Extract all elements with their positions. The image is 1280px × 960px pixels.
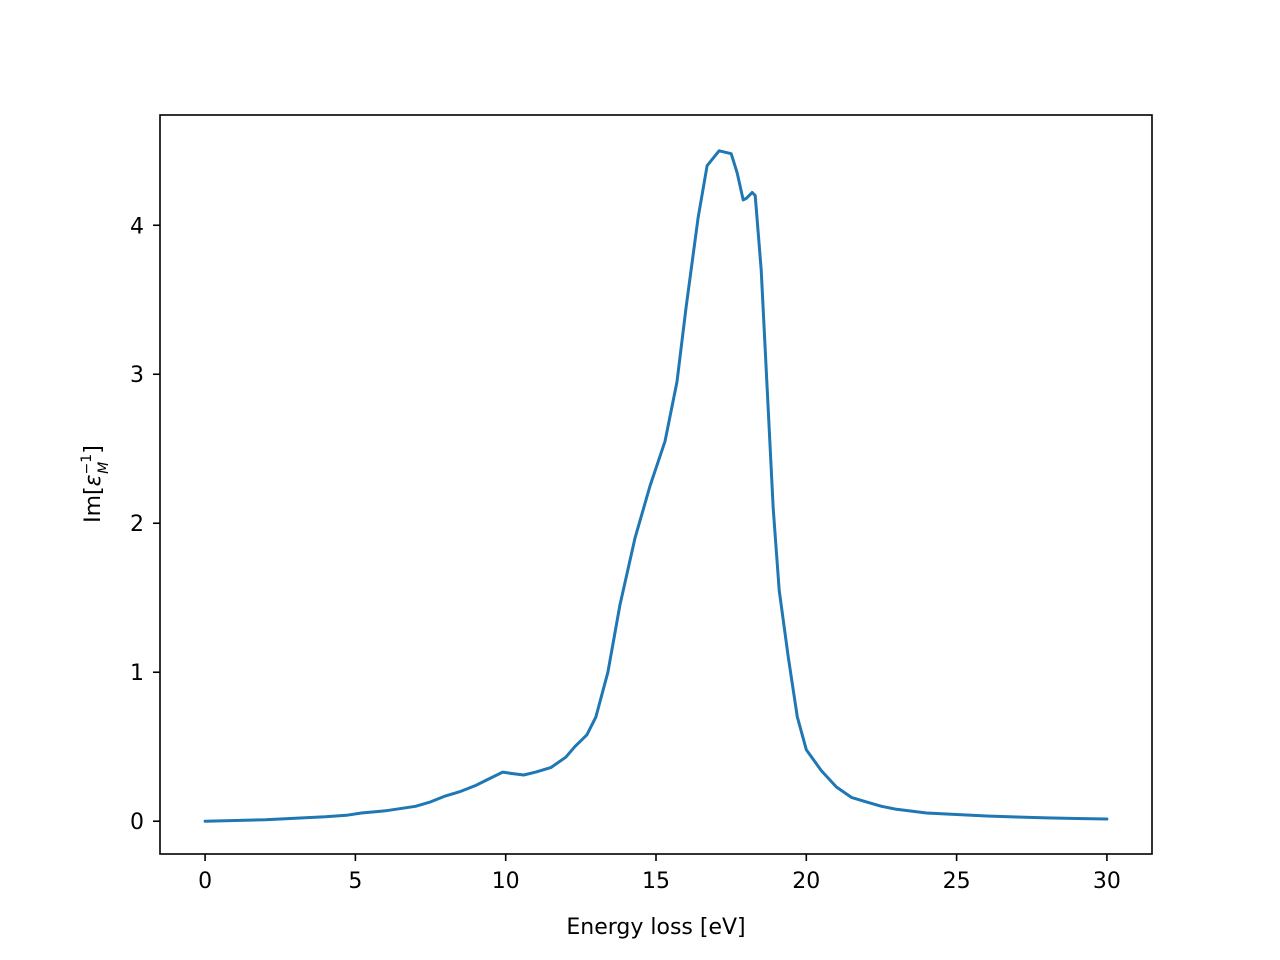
y-axis-label: Im[ε−1M] — [79, 445, 112, 523]
x-tick-label: 20 — [792, 869, 820, 894]
x-tick-label: 10 — [492, 869, 520, 894]
y-tick-label: 2 — [130, 512, 144, 537]
x-tick-label: 15 — [642, 869, 670, 894]
plot-area — [203, 149, 1109, 823]
y-tick-label: 0 — [130, 810, 144, 835]
x-tick-label: 25 — [943, 869, 971, 894]
series-line-0 — [203, 149, 1109, 823]
y-tick-label: 1 — [130, 661, 144, 686]
x-tick-label: 30 — [1093, 869, 1121, 894]
y-axis: 0 1 2 3 4 — [130, 214, 160, 835]
y-tick-label: 4 — [130, 214, 144, 239]
x-tick-label: 5 — [348, 869, 362, 894]
x-axis: 0 5 10 15 20 25 30 — [198, 854, 1121, 894]
x-tick-label: 0 — [198, 869, 212, 894]
y-tick-label: 3 — [130, 363, 144, 388]
x-axis-label: Energy loss [eV] — [566, 915, 745, 940]
